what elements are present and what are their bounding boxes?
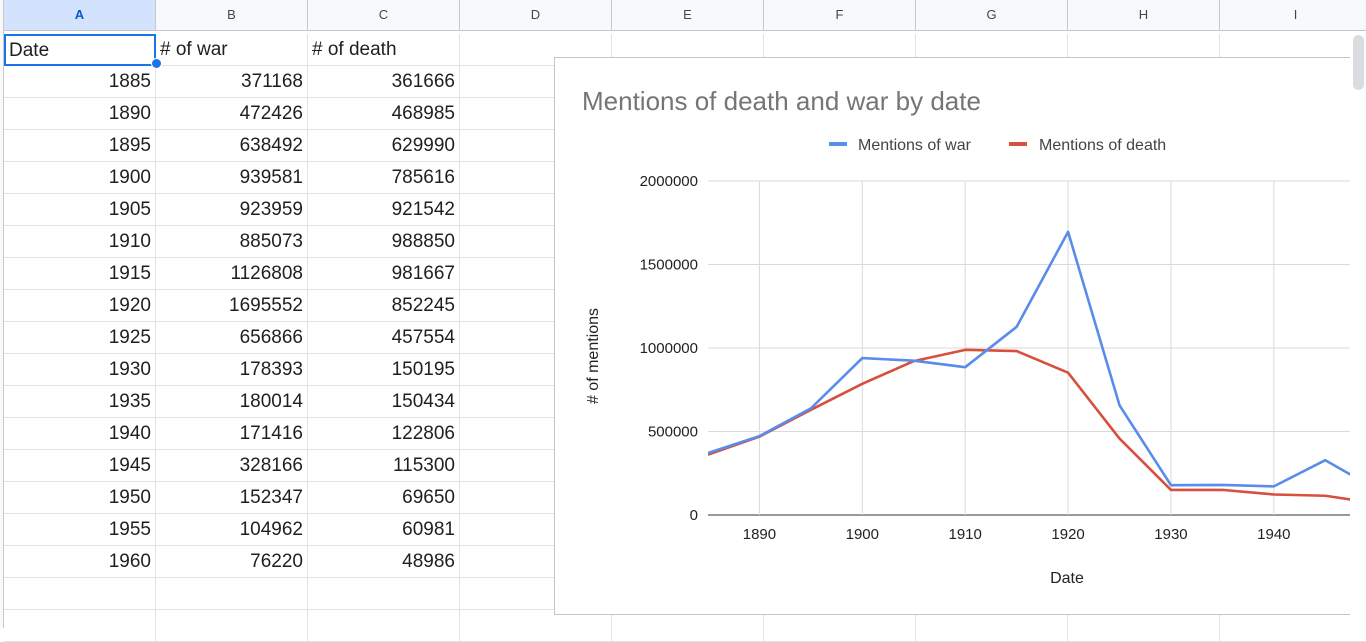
table-cell[interactable]: 468985 (308, 98, 460, 130)
table-cell[interactable]: 988850 (308, 226, 460, 258)
table-cell[interactable]: 1126808 (156, 258, 308, 290)
table-cell[interactable]: 1935 (4, 386, 156, 418)
table-cell[interactable]: 457554 (308, 322, 460, 354)
y-tick-label: 0 (690, 507, 698, 524)
column-header-c[interactable]: C (308, 0, 460, 31)
column-header-d[interactable]: D (460, 0, 612, 31)
table-cell[interactable]: 638492 (156, 130, 308, 162)
line-chart[interactable]: 0 500000 1000000 1500000 2000000 1890 1900 1910… (554, 57, 1354, 615)
table-cell[interactable]: 472426 (156, 98, 308, 130)
x-tick-label: 1910 (949, 526, 982, 543)
table-cell[interactable]: 122806 (308, 418, 460, 450)
empty-cell[interactable] (4, 610, 156, 642)
chart-legend[interactable]: Mentions of war Mentions of death (829, 137, 1166, 154)
table-cell[interactable]: 656866 (156, 322, 308, 354)
x-axis-label: Date (1050, 570, 1084, 587)
empty-cell[interactable] (460, 34, 612, 66)
table-cell[interactable]: 69650 (308, 482, 460, 514)
table-cell[interactable]: 1925 (4, 322, 156, 354)
table-cell[interactable]: 1885 (4, 66, 156, 98)
table-cell[interactable]: 852245 (308, 290, 460, 322)
table-cell[interactable]: 178393 (156, 354, 308, 386)
table-cell[interactable]: 1895 (4, 130, 156, 162)
column-header-i[interactable]: I (1220, 0, 1366, 31)
legend-label-war: Mentions of war (858, 137, 972, 154)
y-tick-label: 500000 (648, 424, 698, 441)
table-cell[interactable]: 115300 (308, 450, 460, 482)
x-tick-label: 1920 (1051, 526, 1084, 543)
column-header-h[interactable]: H (1068, 0, 1220, 31)
column-header-a[interactable]: A (4, 0, 156, 31)
chart-grid (708, 180, 1351, 516)
x-tick-label: 1900 (846, 526, 879, 543)
table-cell[interactable]: 48986 (308, 546, 460, 578)
table-cell[interactable]: 60981 (308, 514, 460, 546)
table-cell[interactable]: 939581 (156, 162, 308, 194)
vertical-scrollbar-track[interactable] (1350, 31, 1366, 628)
table-cell[interactable]: 371168 (156, 66, 308, 98)
legend-label-death: Mentions of death (1039, 137, 1166, 154)
table-cell[interactable]: 1960 (4, 546, 156, 578)
chart-tick-labels: 0 500000 1000000 1500000 2000000 1890 1900 1910… (640, 173, 1291, 543)
table-cell[interactable]: 1695552 (156, 290, 308, 322)
row-header-gutter (0, 0, 4, 628)
table-cell[interactable]: 1945 (4, 450, 156, 482)
chart-title: Mentions of death and war by date (582, 86, 981, 116)
table-cell[interactable]: 885073 (156, 226, 308, 258)
table-cell[interactable]: 1915 (4, 258, 156, 290)
table-cell[interactable]: 629990 (308, 130, 460, 162)
table-cell[interactable]: 1930 (4, 354, 156, 386)
column-header-f[interactable]: F (764, 0, 916, 31)
table-cell[interactable]: 361666 (308, 66, 460, 98)
table-cell[interactable]: 104962 (156, 514, 308, 546)
fill-handle[interactable] (151, 58, 162, 69)
column-header-g[interactable]: G (916, 0, 1068, 31)
table-cell[interactable]: 921542 (308, 194, 460, 226)
header-cell[interactable]: # of death (308, 34, 460, 66)
column-header-e[interactable]: E (612, 0, 764, 31)
table-cell[interactable]: 328166 (156, 450, 308, 482)
table-cell[interactable]: 1905 (4, 194, 156, 226)
header-cell[interactable]: Date (4, 34, 156, 66)
empty-cell[interactable] (156, 610, 308, 642)
legend-swatch-war (829, 142, 847, 146)
table-cell[interactable]: 1910 (4, 226, 156, 258)
chart-lines (708, 230, 1354, 507)
table-cell[interactable]: 1920 (4, 290, 156, 322)
y-tick-label: 1500000 (640, 257, 698, 274)
column-header-b[interactable]: B (156, 0, 308, 31)
table-cell[interactable]: 923959 (156, 194, 308, 226)
vertical-scrollbar-thumb[interactable] (1353, 35, 1364, 90)
table-cell[interactable]: 150434 (308, 386, 460, 418)
x-tick-label: 1890 (743, 526, 776, 543)
table-cell[interactable]: 785616 (308, 162, 460, 194)
table-cell[interactable]: 180014 (156, 386, 308, 418)
table-cell[interactable]: 171416 (156, 418, 308, 450)
chart-canvas: 0 500000 1000000 1500000 2000000 1890 1900 1910… (582, 86, 1354, 587)
empty-cell[interactable] (156, 578, 308, 610)
empty-cell[interactable] (308, 610, 460, 642)
empty-cell[interactable] (4, 578, 156, 610)
table-cell[interactable]: 1940 (4, 418, 156, 450)
table-cell[interactable]: 1950 (4, 482, 156, 514)
table-cell[interactable]: 150195 (308, 354, 460, 386)
death-series-line[interactable] (708, 348, 1354, 507)
table-cell[interactable]: 1890 (4, 98, 156, 130)
table-cell[interactable]: 152347 (156, 482, 308, 514)
header-cell[interactable]: # of war (156, 34, 308, 66)
empty-cell[interactable] (308, 578, 460, 610)
x-tick-label: 1930 (1154, 526, 1187, 543)
legend-swatch-death (1009, 142, 1027, 146)
table-cell[interactable]: 76220 (156, 546, 308, 578)
x-tick-label: 1940 (1257, 526, 1290, 543)
y-axis-label: # of mentions (585, 308, 602, 404)
war-series-line[interactable] (708, 230, 1354, 502)
y-tick-label: 1000000 (640, 340, 698, 357)
table-cell[interactable]: 981667 (308, 258, 460, 290)
y-tick-label: 2000000 (640, 173, 698, 190)
table-cell[interactable]: 1900 (4, 162, 156, 194)
table-cell[interactable]: 1955 (4, 514, 156, 546)
